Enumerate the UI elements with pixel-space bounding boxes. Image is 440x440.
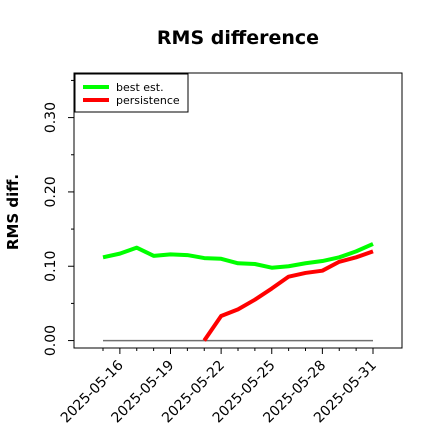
chart-title: RMS difference (157, 27, 319, 49)
plot-frame (73, 72, 403, 349)
y-tick-label: 0.00 (43, 325, 59, 356)
legend-label: best est. (116, 81, 164, 94)
y-tick-label: 0.20 (43, 176, 59, 207)
legend-label: persistence (116, 94, 180, 107)
series-line-best-est (102, 242, 374, 270)
y-tick-label: 0.10 (43, 251, 59, 282)
plot-area: 0.000.100.200.302025-05-162025-05-192025… (43, 72, 403, 426)
series-line-persistence (202, 249, 374, 342)
y-tick-label: 0.30 (43, 102, 59, 133)
legend-box (74, 73, 189, 113)
y-axis-label: RMS diff. (4, 174, 22, 250)
